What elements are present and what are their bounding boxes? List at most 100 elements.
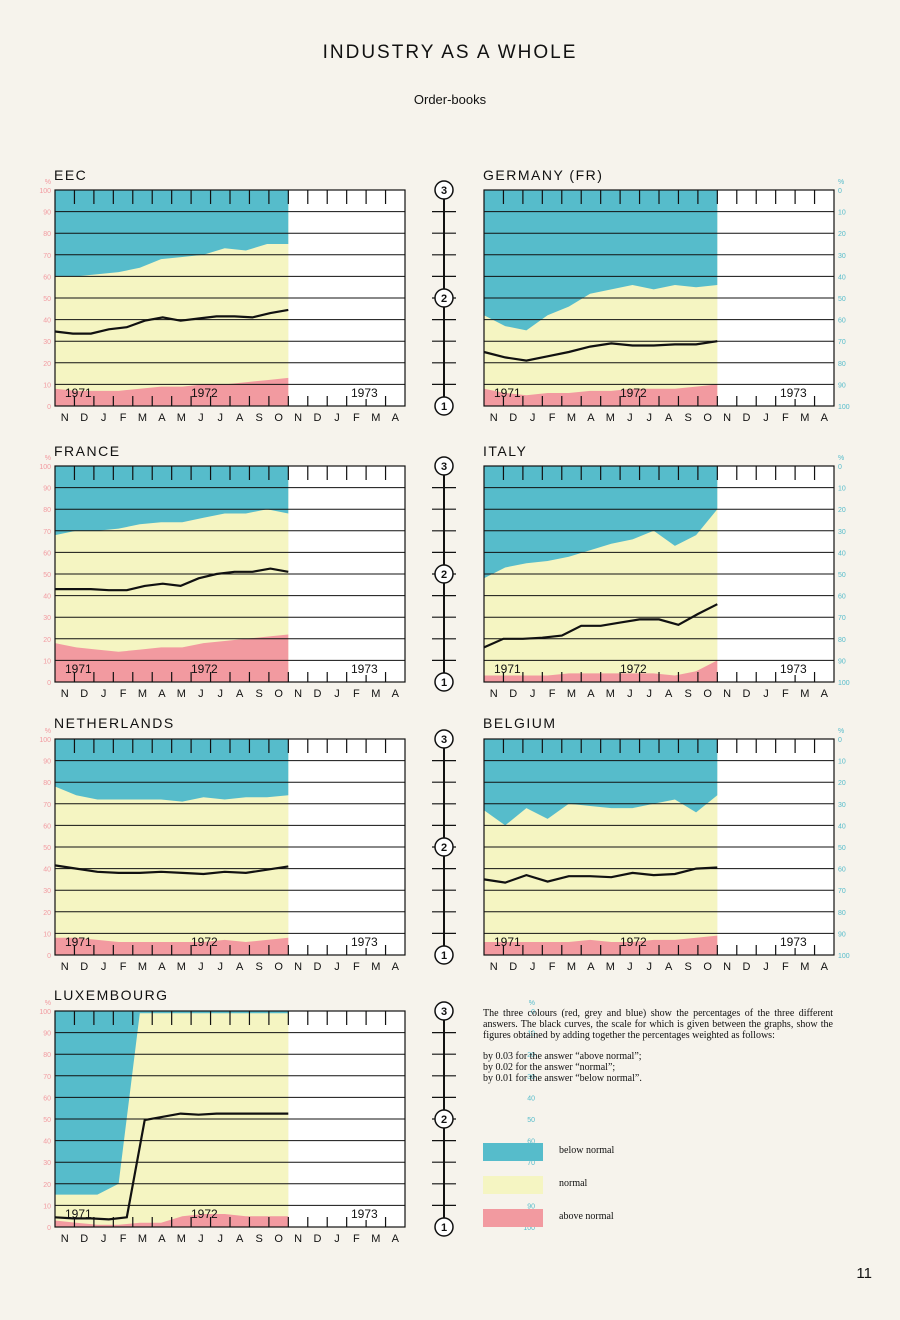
month-label: F bbox=[353, 961, 360, 973]
percent-tick-label: 80 bbox=[43, 507, 51, 514]
month-label: D bbox=[80, 412, 88, 424]
plot-border bbox=[54, 465, 406, 683]
percent-tick-label: 90 bbox=[838, 382, 846, 389]
index-scale-row-3: 3 2 1 bbox=[432, 729, 456, 965]
year-label: 1972 bbox=[191, 662, 218, 676]
scale-mark-label: 3 bbox=[441, 185, 447, 197]
month-label: N bbox=[490, 412, 498, 424]
percent-tick-label: 30 bbox=[527, 1074, 535, 1081]
percent-tick-label: 0 bbox=[838, 188, 842, 195]
percent-tick-label: 60 bbox=[838, 594, 846, 601]
month-label: M bbox=[567, 688, 576, 700]
percent-tick-label: 20 bbox=[43, 1182, 51, 1189]
month-label: J bbox=[198, 412, 204, 424]
month-label: O bbox=[703, 961, 712, 973]
month-label: M bbox=[177, 688, 186, 700]
page-subtitle: Order-books bbox=[413, 92, 487, 107]
percent-symbol: % bbox=[45, 728, 51, 735]
month-label: J bbox=[101, 412, 107, 424]
year-label: 1973 bbox=[351, 935, 378, 949]
percent-tick-label: 100 bbox=[838, 680, 850, 687]
below-normal-area bbox=[55, 466, 289, 536]
index-curve bbox=[55, 567, 289, 592]
percent-tick-label: 40 bbox=[527, 1095, 535, 1102]
index-scale-row-4: 3 2 1 bbox=[432, 1001, 456, 1237]
scale-mark-circle bbox=[434, 729, 454, 749]
month-label: J bbox=[647, 688, 653, 700]
percent-tick-label: 50 bbox=[838, 572, 846, 579]
percent-tick-label: 20 bbox=[838, 780, 846, 787]
percent-tick-label: 10 bbox=[43, 382, 51, 389]
percent-symbol: % bbox=[838, 728, 844, 735]
percent-tick-label: 100 bbox=[39, 188, 51, 195]
month-label: J bbox=[334, 1233, 340, 1245]
percent-tick-label: 50 bbox=[838, 296, 846, 303]
percent-tick-label: 80 bbox=[43, 1052, 51, 1059]
legend-weight-normal: by 0.02 for the answer “normal”; bbox=[483, 1062, 616, 1073]
above-normal-area bbox=[55, 634, 289, 682]
month-label: N bbox=[61, 688, 69, 700]
year-label: 1971 bbox=[65, 935, 92, 949]
month-label: D bbox=[314, 688, 322, 700]
month-label: J bbox=[530, 412, 536, 424]
scale-mark-label: 2 bbox=[441, 842, 447, 854]
month-label: M bbox=[800, 688, 809, 700]
percent-tick-label: 60 bbox=[838, 318, 846, 325]
month-label: J bbox=[218, 412, 224, 424]
percent-tick-label: 40 bbox=[838, 274, 846, 281]
percent-tick-label: 0 bbox=[838, 737, 842, 744]
panel-title-belgium: BELGIUM bbox=[483, 715, 557, 731]
month-label: A bbox=[392, 961, 400, 973]
percent-tick-label: 40 bbox=[43, 867, 51, 874]
month-label: S bbox=[255, 688, 262, 700]
legend-swatch-above bbox=[483, 1209, 543, 1227]
plot-border bbox=[483, 189, 835, 407]
year-label: 1973 bbox=[351, 1207, 378, 1221]
month-label: F bbox=[120, 688, 127, 700]
scale-mark-circle bbox=[434, 564, 454, 584]
scale-mark-label: 3 bbox=[441, 1006, 447, 1018]
month-label: A bbox=[821, 412, 829, 424]
year-label-bg bbox=[778, 934, 812, 948]
month-label: D bbox=[80, 1233, 88, 1245]
percent-tick-label: 20 bbox=[43, 910, 51, 917]
month-label: N bbox=[61, 961, 69, 973]
month-label: J bbox=[218, 961, 224, 973]
percent-tick-label: 30 bbox=[43, 339, 51, 346]
year-label: 1971 bbox=[65, 662, 92, 676]
month-label: J bbox=[198, 688, 204, 700]
month-label: N bbox=[490, 688, 498, 700]
percent-tick-label: 20 bbox=[527, 1052, 535, 1059]
below-normal-area bbox=[484, 466, 718, 579]
percent-tick-label: 90 bbox=[527, 1203, 535, 1210]
percent-tick-label: 10 bbox=[43, 1203, 51, 1210]
percent-tick-label: 70 bbox=[43, 802, 51, 809]
month-label: S bbox=[255, 961, 262, 973]
month-label: A bbox=[236, 412, 244, 424]
percent-tick-label: 10 bbox=[527, 1031, 535, 1038]
month-label: N bbox=[294, 1233, 302, 1245]
year-label: 1973 bbox=[780, 935, 807, 949]
month-label: M bbox=[567, 961, 576, 973]
month-label: D bbox=[743, 961, 751, 973]
percent-tick-label: 30 bbox=[43, 615, 51, 622]
index-curve bbox=[54, 1112, 289, 1221]
month-label: D bbox=[509, 412, 517, 424]
month-label: J bbox=[763, 688, 769, 700]
month-label: M bbox=[138, 412, 147, 424]
percent-tick-label: 50 bbox=[43, 845, 51, 852]
plot-border bbox=[54, 738, 406, 956]
scale-mark-circle bbox=[434, 672, 454, 692]
percent-symbol: % bbox=[45, 1000, 51, 1007]
month-label: A bbox=[587, 688, 595, 700]
below-normal-area bbox=[484, 190, 718, 331]
legend-explanation: The three colours (red, grey and blue) s… bbox=[483, 1008, 833, 1084]
month-label: M bbox=[138, 688, 147, 700]
panel-title-netherlands: NETHERLANDS bbox=[54, 715, 175, 731]
